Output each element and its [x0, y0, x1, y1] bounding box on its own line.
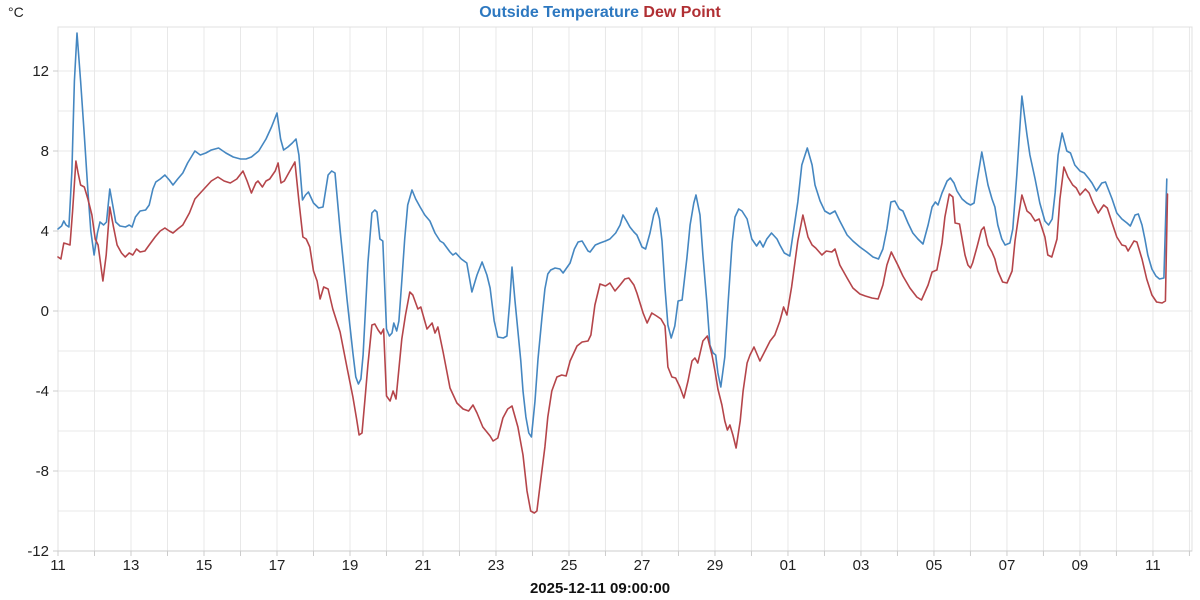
x-axis-tick-label: 25 [561, 557, 578, 574]
y-axis-tick-label: 8 [41, 143, 49, 160]
y-axis-tick-label: 0 [41, 303, 49, 320]
y-axis-tick-label: -12 [27, 543, 49, 560]
x-axis-tick-label: 29 [707, 557, 724, 574]
x-axis-tick-label: 15 [196, 557, 213, 574]
chart-title-dewpoint: Dew Point [643, 4, 721, 21]
x-axis-tick-label: 23 [488, 557, 505, 574]
chart-title: Outside Temperature Dew Point [0, 4, 1200, 22]
chart-title-temperature: Outside Temperature [479, 4, 639, 21]
x-axis-tick-label: 11 [50, 557, 66, 574]
y-axis-tick-label: -4 [36, 383, 49, 400]
x-axis-tick-label: 01 [780, 557, 797, 574]
x-axis-labels: 11 13 15 17 19 21 23 25 27 29 01 03 05 07 09 11 [50, 557, 1161, 574]
y-axis-tick-label: -8 [36, 463, 49, 480]
x-axis-tick-label: 11 [1145, 557, 1161, 574]
y-axis-unit-label: °C [8, 4, 24, 20]
y-axis-tick-label: 12 [32, 63, 49, 80]
y-axis-labels: 12 8 4 0 -4 -8 -12 [27, 63, 49, 560]
x-axis-tick-label: 19 [342, 557, 359, 574]
current-timestamp-label: 2025-12-11 09:00:00 [529, 580, 671, 597]
x-axis-tick-label: 17 [269, 557, 286, 574]
x-axis-tick-label: 21 [415, 557, 432, 574]
x-axis-tick-label: 13 [123, 557, 140, 574]
y-axis-tick-label: 4 [41, 223, 49, 240]
x-axis-tick-label: 03 [853, 557, 870, 574]
dewpoint-line [57, 160, 1169, 514]
axis-ticks [53, 70, 1190, 556]
x-axis-tick-label: 27 [634, 557, 651, 574]
temperature-line [57, 32, 1168, 438]
x-axis-tick-label: 07 [999, 557, 1016, 574]
x-axis-tick-label: 05 [926, 557, 943, 574]
x-axis-tick-label: 09 [1072, 557, 1089, 574]
